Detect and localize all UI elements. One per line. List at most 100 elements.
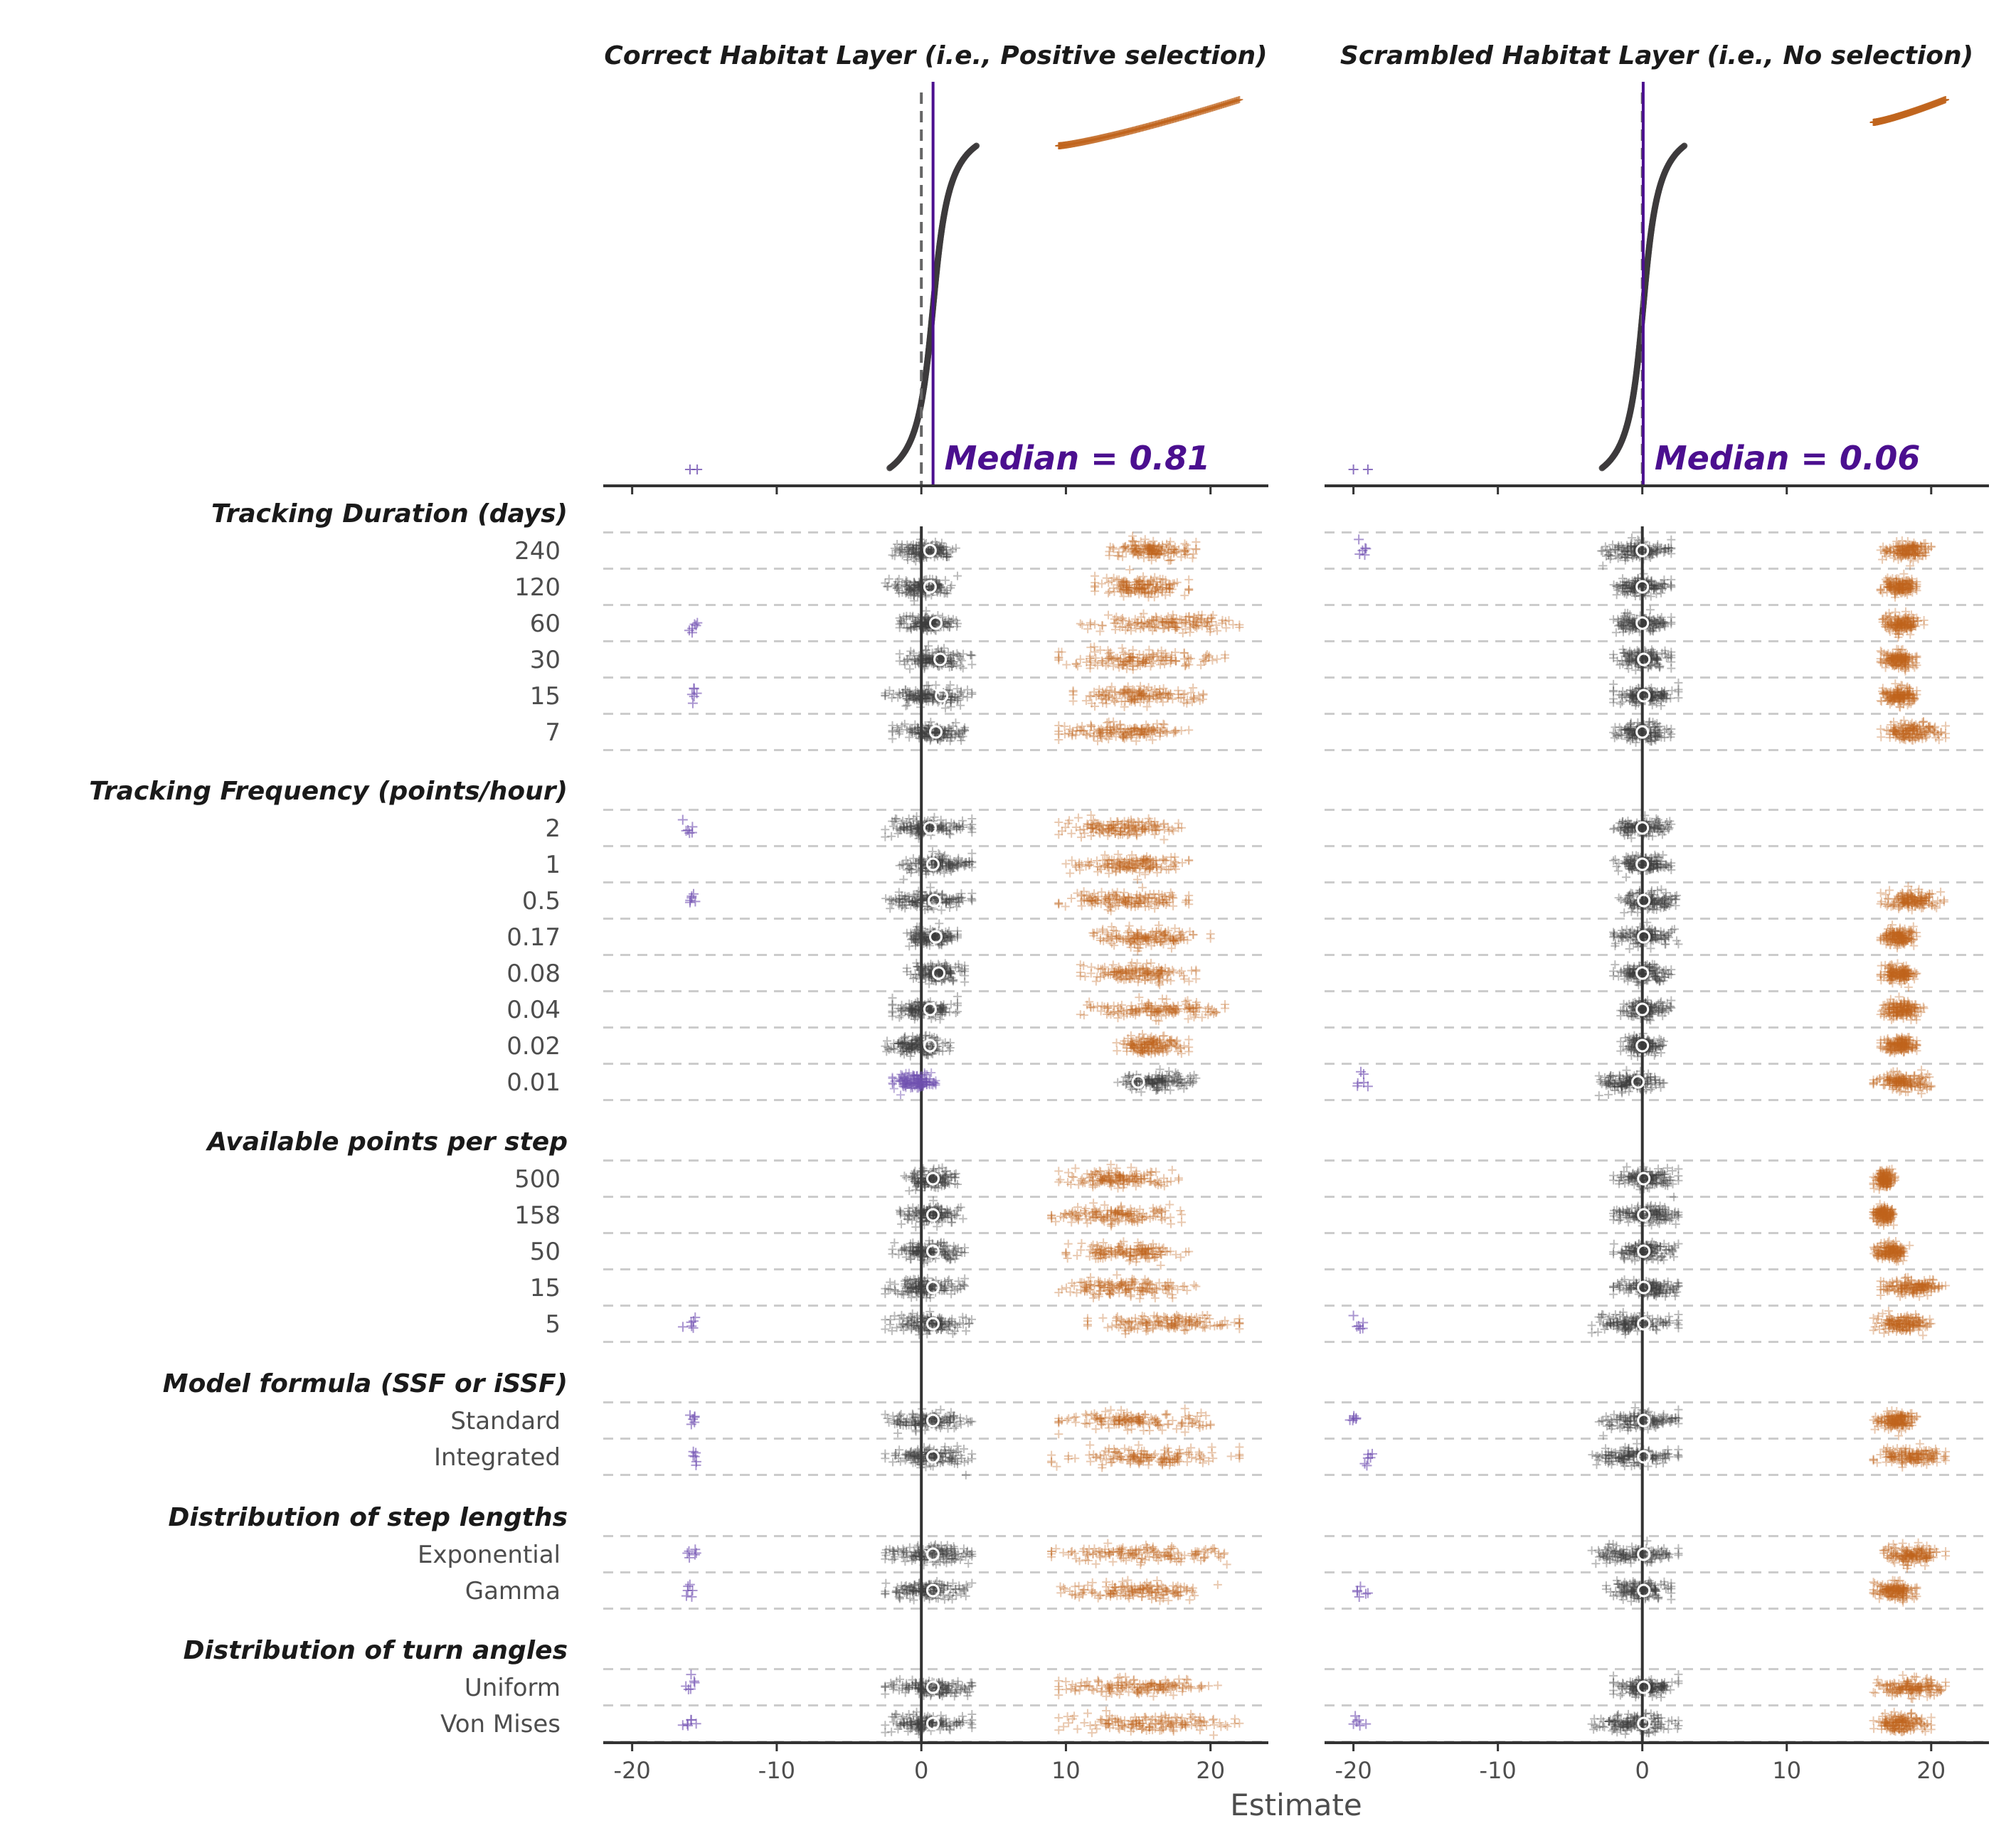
high-point [1184, 1035, 1194, 1044]
high-point [1192, 965, 1201, 975]
high-point [1068, 696, 1078, 706]
central-point [951, 1009, 960, 1018]
row-marks [900, 1160, 1183, 1196]
central-point [881, 832, 890, 841]
row-marks [686, 681, 1208, 713]
high-point [1054, 818, 1063, 827]
high-point [1054, 1177, 1063, 1186]
row-marks [888, 717, 1194, 745]
high-point [1177, 967, 1186, 976]
high-point [1078, 721, 1087, 731]
high-point [1184, 1014, 1193, 1024]
high-point [1188, 553, 1197, 563]
high-point [1066, 869, 1075, 878]
high-point [1213, 626, 1222, 635]
ranked-low-point [692, 464, 703, 474]
high-point [1078, 620, 1087, 630]
high-point [1054, 1167, 1063, 1176]
high-point [1152, 868, 1162, 877]
high-point [1137, 883, 1147, 892]
central-point [881, 894, 891, 903]
central-point [884, 574, 893, 583]
high-point [1091, 977, 1100, 986]
central-point [881, 825, 890, 834]
central-point [953, 999, 962, 1008]
central-point [925, 883, 935, 892]
high-point [1071, 1164, 1080, 1173]
high-point [1071, 659, 1081, 669]
low-point [677, 814, 688, 825]
high-point [1184, 584, 1194, 593]
central-point [953, 571, 962, 580]
high-point [1114, 551, 1123, 561]
high-point [1054, 721, 1063, 730]
low-point [687, 698, 698, 708]
row-marks [881, 1029, 1194, 1061]
high-point [1102, 699, 1111, 708]
central-point [937, 906, 946, 915]
row-marks [902, 919, 1215, 955]
high-point [1221, 1000, 1230, 1009]
high-point [1167, 1165, 1177, 1174]
central-point [888, 999, 897, 1009]
high-point [1184, 575, 1194, 584]
row-marks [881, 565, 1194, 605]
high-point [1124, 926, 1133, 935]
row-marks [677, 810, 1187, 844]
high-point [1056, 1175, 1065, 1184]
high-point [1189, 684, 1198, 693]
high-point [1184, 856, 1194, 866]
central-point [893, 725, 903, 734]
row-marks [888, 992, 1230, 1026]
high-point [1063, 1168, 1073, 1177]
central-point [967, 849, 977, 858]
central-point [940, 575, 950, 585]
high-point [1156, 864, 1165, 873]
high-point [1184, 1047, 1194, 1056]
central-point [1113, 1078, 1123, 1087]
high-point [1067, 894, 1076, 903]
central-point [905, 1186, 914, 1196]
central-point [946, 999, 955, 1009]
high-point [1160, 835, 1169, 844]
central-point [931, 681, 940, 690]
high-point [1112, 1038, 1121, 1047]
central-point [906, 664, 915, 674]
high-point [1212, 654, 1221, 664]
high-point [1103, 588, 1113, 598]
central-point [935, 919, 944, 928]
row-marks [684, 883, 1194, 915]
high-point [1100, 962, 1109, 972]
central-point [941, 703, 950, 713]
central-point [886, 895, 896, 904]
central-point [886, 904, 895, 913]
high-point [1127, 1163, 1136, 1172]
low-point [889, 1084, 898, 1093]
central-point [966, 650, 975, 659]
low-point [686, 689, 697, 700]
row-marks [902, 958, 1201, 989]
ranked-point [973, 142, 980, 149]
high-point [1062, 660, 1071, 669]
high-point [1192, 538, 1201, 547]
high-point [1189, 1012, 1199, 1021]
high-point [1125, 565, 1135, 574]
ranked-curve [684, 96, 1243, 474]
row-marks [888, 531, 1201, 565]
low-point [684, 897, 695, 908]
high-point [1206, 934, 1215, 943]
high-point [1140, 870, 1150, 879]
high-point [1108, 960, 1118, 970]
panel-1 [603, 82, 1268, 1751]
high-point [1068, 686, 1078, 695]
low-point [692, 617, 703, 628]
central-point [900, 1172, 909, 1181]
central-point [967, 895, 977, 904]
low-point [896, 1090, 906, 1100]
high-point [1183, 996, 1192, 1005]
row-marks [684, 606, 1244, 638]
high-point [1076, 619, 1085, 628]
high-point [1103, 610, 1113, 620]
high-point [1091, 571, 1100, 580]
